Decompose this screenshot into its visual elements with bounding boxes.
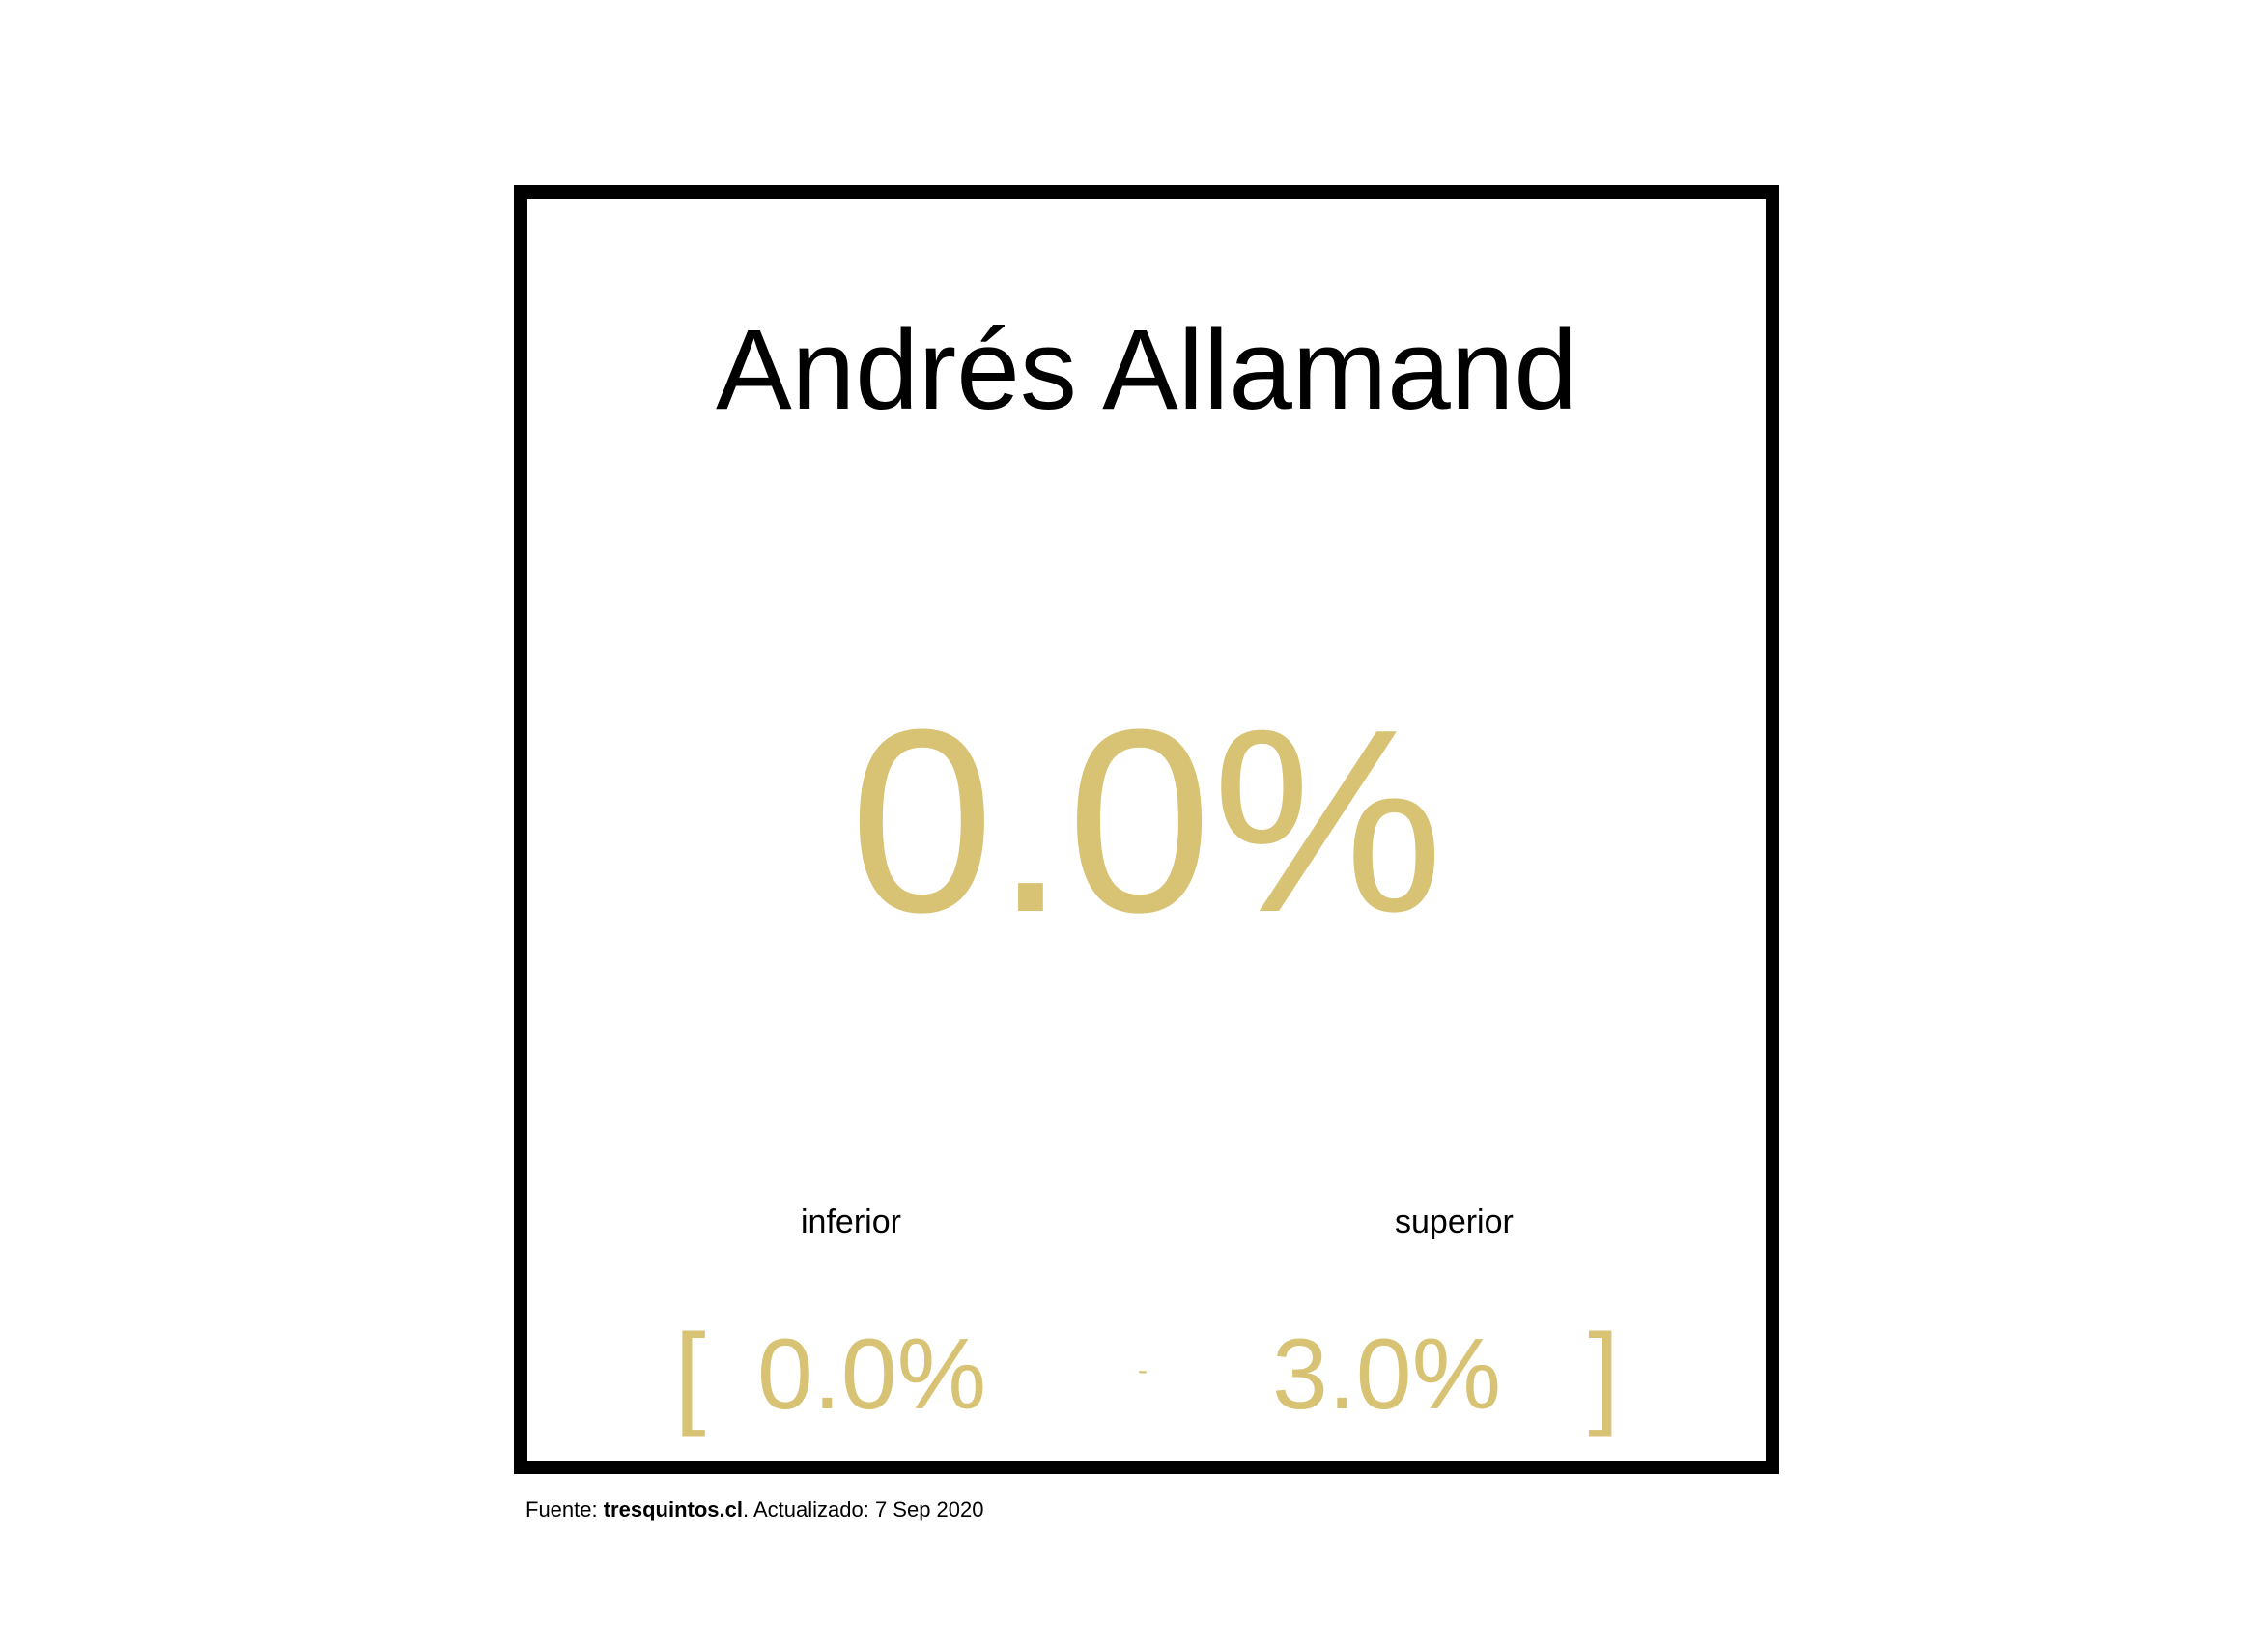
footer-source: tresquintos.cl — [603, 1497, 743, 1521]
source-footer: Fuente: tresquintos.cl. Actualizado: 7 S… — [525, 1499, 984, 1520]
candidate-name: Andrés Allamand — [715, 306, 1578, 434]
lower-bound-value: 0.0% — [757, 1319, 987, 1431]
footer-prefix: Fuente: — [525, 1497, 604, 1521]
main-percentage: 0.0% — [849, 676, 1444, 967]
range-separator: - — [1138, 1354, 1148, 1386]
range-open-bracket: [ — [674, 1311, 706, 1438]
footer-updated: . Actualizado: 7 Sep 2020 — [742, 1497, 984, 1521]
candidate-card: Andrés Allamand 0.0% inferior superior [… — [514, 185, 1779, 1474]
upper-bound-value: 3.0% — [1272, 1319, 1502, 1431]
range-close-bracket: ] — [1588, 1311, 1620, 1438]
inferior-label: inferior — [801, 1204, 901, 1240]
superior-label: superior — [1395, 1204, 1514, 1240]
